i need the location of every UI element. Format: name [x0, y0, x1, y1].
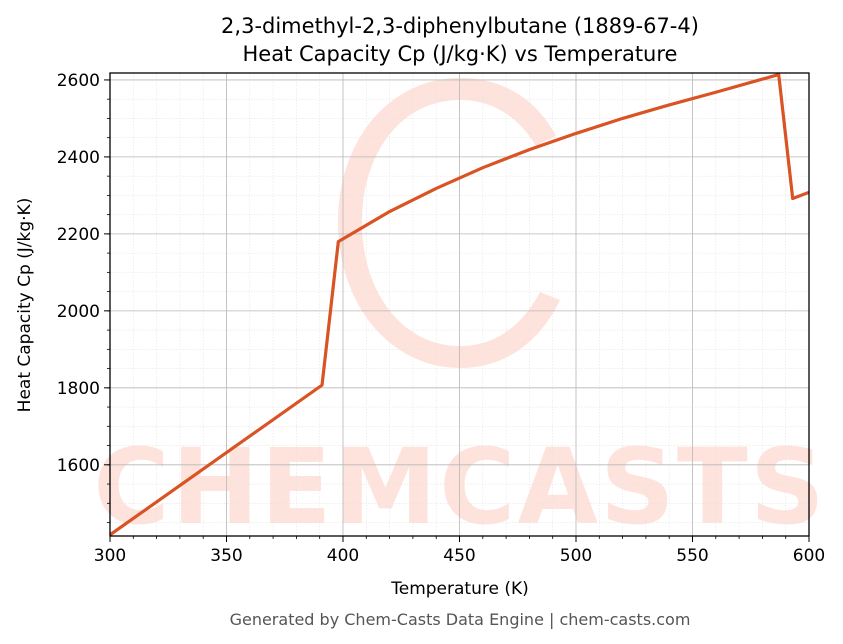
watermark-text: CHEMCASTS	[93, 426, 826, 548]
chart-title: 2,3-dimethyl-2,3-diphenylbutane (1889-67…	[221, 14, 699, 38]
x-axis-label: Temperature (K)	[390, 579, 529, 599]
x-tick-label: 500	[560, 546, 592, 566]
x-tick-label: 450	[443, 546, 475, 566]
series-line	[109, 72, 810, 537]
x-tick-label: 400	[327, 546, 359, 566]
y-tick-label: 2400	[57, 148, 100, 168]
x-tick-label: 300	[94, 546, 126, 566]
x-tick-label: 350	[210, 546, 242, 566]
y-axis-label: Heat Capacity Cp (J/kg·K)	[15, 198, 35, 413]
x-tick-label: 550	[676, 546, 708, 566]
watermark: CHEMCASTS	[93, 78, 826, 548]
y-tick-label: 1800	[57, 379, 100, 399]
y-tick-label: 2200	[57, 225, 100, 245]
y-tick-label: 1600	[57, 456, 100, 476]
series-layer	[109, 72, 810, 537]
y-tick-label: 2600	[57, 71, 100, 91]
chart-subtitle: Heat Capacity Cp (J/kg·K) vs Temperature	[243, 42, 678, 66]
footer-text: Generated by Chem-Casts Data Engine | ch…	[230, 610, 691, 629]
tick-labels: 300 350 400 450 500 550 600 1600 1800 2000 2200 240…	[57, 71, 825, 566]
y-tick-label: 2000	[57, 302, 100, 322]
x-tick-label: 600	[793, 546, 825, 566]
plot-frame	[109, 72, 810, 537]
